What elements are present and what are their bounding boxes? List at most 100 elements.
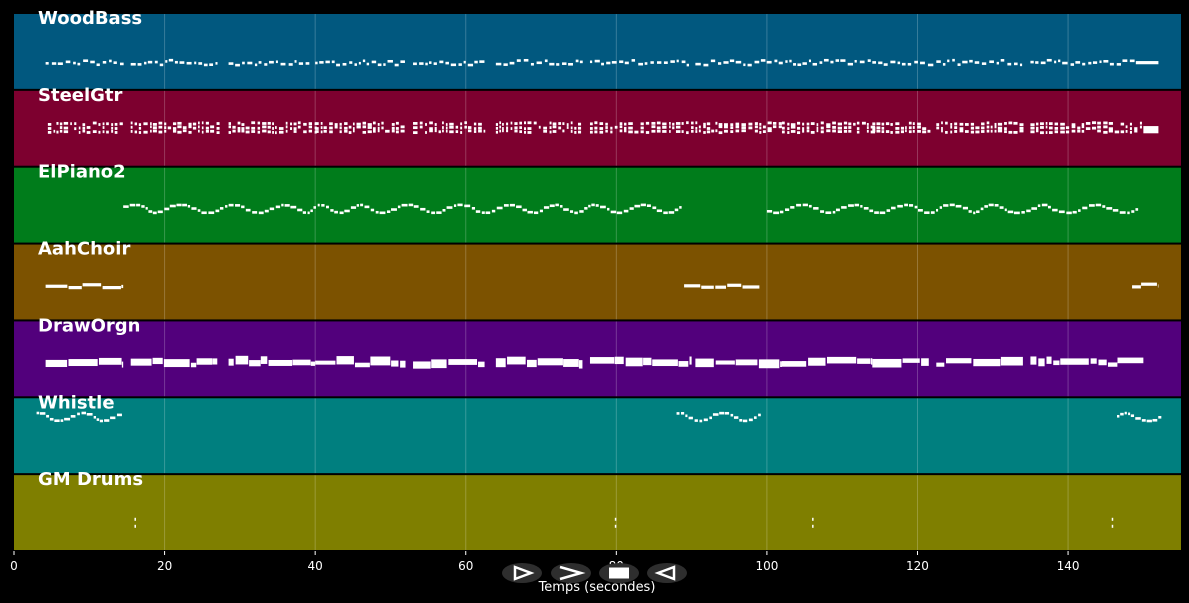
- note: [964, 130, 969, 133]
- note: [216, 126, 220, 130]
- note: [759, 131, 762, 134]
- note: [885, 122, 890, 126]
- note: [502, 129, 504, 133]
- note: [703, 125, 706, 129]
- note-phrase: [315, 59, 405, 67]
- note: [1004, 127, 1007, 131]
- note: [812, 62, 818, 66]
- note: [305, 62, 310, 65]
- note: [730, 130, 734, 134]
- note: [879, 211, 886, 215]
- note: [102, 122, 105, 126]
- note: [927, 63, 934, 67]
- stop-button[interactable]: [599, 563, 639, 583]
- note: [334, 125, 338, 129]
- note: [785, 60, 788, 63]
- note: [835, 59, 840, 62]
- note: [758, 359, 780, 369]
- note: [1045, 131, 1048, 134]
- note: [179, 61, 185, 64]
- note: [134, 122, 138, 126]
- note: [924, 211, 930, 214]
- note: [242, 61, 245, 65]
- note: [981, 62, 987, 65]
- note: [395, 127, 399, 130]
- note: [503, 204, 509, 207]
- note: [614, 125, 618, 129]
- note: [348, 131, 352, 134]
- note: [1111, 524, 1114, 528]
- note: [628, 126, 633, 130]
- note: [610, 126, 613, 130]
- note: [362, 125, 367, 129]
- note: [68, 285, 82, 290]
- note: [558, 126, 562, 130]
- note: [1131, 210, 1135, 213]
- note: [352, 127, 355, 130]
- note: [438, 130, 441, 134]
- note: [298, 62, 304, 65]
- note: [463, 60, 466, 64]
- note: [442, 126, 444, 129]
- note: [651, 125, 656, 129]
- note: [1129, 130, 1132, 134]
- note: [685, 414, 688, 418]
- note: [123, 205, 129, 208]
- note: [962, 206, 969, 210]
- note: [150, 122, 152, 126]
- note: [449, 122, 454, 126]
- note: [1049, 122, 1053, 126]
- note: [711, 129, 715, 133]
- note-phrase: [872, 121, 931, 134]
- note: [219, 207, 224, 210]
- note: [695, 358, 714, 368]
- note: [293, 130, 297, 133]
- note-phrase: [872, 358, 929, 368]
- note: [198, 62, 203, 65]
- note: [1013, 121, 1018, 125]
- note: [1030, 60, 1034, 64]
- note: [802, 203, 808, 207]
- note: [741, 123, 746, 126]
- fast-forward-button[interactable]: [551, 563, 591, 583]
- note: [1071, 123, 1076, 127]
- track-label: DrawOrgn: [38, 315, 140, 336]
- note: [367, 123, 372, 126]
- note: [190, 362, 197, 368]
- note: [787, 122, 790, 126]
- note: [320, 122, 323, 125]
- note: [519, 121, 523, 125]
- note: [962, 60, 968, 64]
- note: [478, 126, 482, 130]
- track-label: SteelGtr: [38, 85, 123, 106]
- note: [954, 122, 958, 126]
- note: [70, 122, 72, 126]
- note: [527, 121, 532, 125]
- note: [681, 122, 684, 125]
- stop-icon: [609, 567, 629, 579]
- note: [859, 60, 865, 64]
- note: [98, 357, 122, 365]
- note: [1111, 517, 1114, 521]
- note: [319, 61, 324, 64]
- note: [446, 206, 453, 209]
- note: [74, 122, 77, 126]
- note: [552, 122, 557, 126]
- note: [735, 122, 740, 126]
- play-button[interactable]: [502, 563, 542, 583]
- note: [413, 62, 417, 66]
- note: [802, 127, 805, 130]
- rewind-button[interactable]: [647, 563, 687, 583]
- note: [514, 122, 518, 125]
- note: [624, 129, 627, 133]
- note: [883, 63, 888, 66]
- note: [806, 126, 810, 130]
- note: [719, 411, 725, 415]
- note: [102, 126, 105, 129]
- note: [262, 122, 267, 125]
- note: [527, 131, 532, 134]
- note: [1060, 122, 1065, 126]
- note: [1125, 125, 1128, 129]
- note: [425, 62, 428, 66]
- note: [522, 208, 527, 212]
